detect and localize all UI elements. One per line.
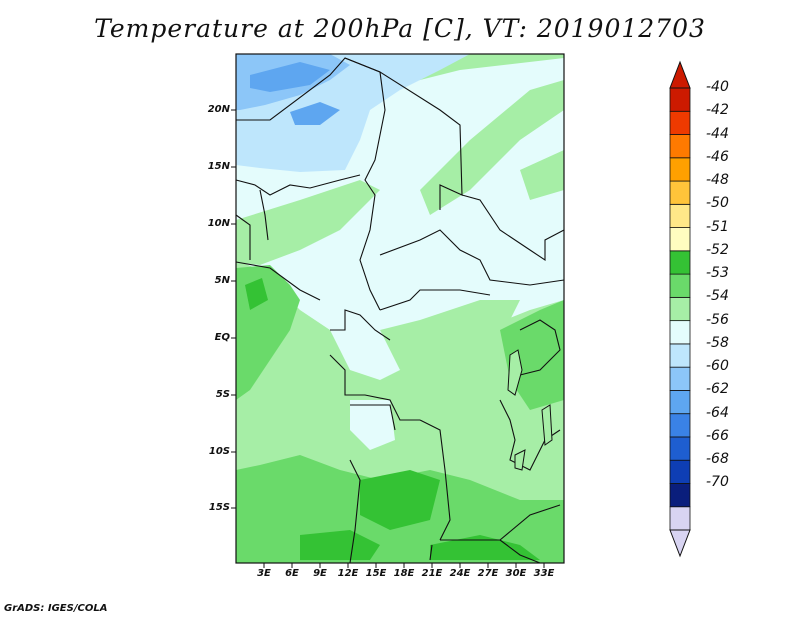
colorbar-label-5: -50 <box>706 195 729 212</box>
field-dark-green-4 <box>245 278 268 310</box>
colorbar-swatch-17 <box>669 483 691 508</box>
field-dark-green-1 <box>360 470 440 530</box>
country-borders <box>235 57 565 564</box>
colorbar-swatch-12 <box>669 366 691 391</box>
map-title: Temperature at 200hPa [C], VT: 201901270… <box>94 14 706 43</box>
colorbar-swatch-8 <box>669 273 691 298</box>
lon-label-24e: 24E <box>449 568 471 579</box>
lon-tick-marks <box>263 563 545 568</box>
colorbar-swatch-10 <box>669 320 691 345</box>
lon-label-33e: 33E <box>533 568 555 579</box>
colorbar-label-17: -70 <box>706 474 729 491</box>
colorbar-label-13: -62 <box>706 381 729 398</box>
colorbar-swatch-15 <box>669 436 691 461</box>
lon-label-18e: 18E <box>393 568 415 579</box>
lon-label-3e: 3E <box>257 568 271 579</box>
temperature-map <box>235 54 565 564</box>
colorbar-swatch-13 <box>669 390 691 415</box>
colorbar-swatch-6 <box>669 227 691 252</box>
colorbar-swatch-11 <box>669 343 691 368</box>
colorbar-swatch-9 <box>669 296 691 322</box>
colorbar-label-0: -40 <box>706 79 729 95</box>
lon-label-30e: 30E <box>505 568 527 579</box>
lon-label-27e: 27E <box>477 568 499 579</box>
lat-label-10n: 10N <box>207 218 230 229</box>
map-frame <box>235 53 565 564</box>
lat-label-15s: 15S <box>208 502 230 513</box>
colorbar-swatch-7 <box>669 250 691 275</box>
colorbar-label-2: -44 <box>706 125 729 142</box>
colorbar <box>669 60 691 558</box>
colorbar-label-4: -48 <box>706 172 729 189</box>
colorbar-label-16: -68 <box>706 451 729 468</box>
colorbar-label-10: -56 <box>706 311 729 328</box>
colorbar-top-triangle <box>669 60 691 89</box>
grads-credit: GrADS: IGES/COLA <box>4 603 108 614</box>
field-light-green-streak-3 <box>520 150 564 200</box>
lon-label-12e: 12E <box>337 568 359 579</box>
lon-label-9e: 9E <box>313 568 327 579</box>
colorbar-swatch-4 <box>669 180 691 205</box>
lon-label-6e: 6E <box>285 568 299 579</box>
colorbar-label-14: -64 <box>706 404 729 421</box>
colorbar-label-11: -58 <box>706 334 729 351</box>
lon-label-21e: 21E <box>421 568 443 579</box>
lat-label-15n: 15N <box>207 161 230 172</box>
lat-label-20n: 20N <box>207 104 230 115</box>
colorbar-bottom-triangle <box>669 529 691 558</box>
lat-label-10s: 10S <box>208 446 230 457</box>
field-very-light-cyan-2 <box>350 400 395 450</box>
colorbar-swatch-1 <box>669 110 691 135</box>
field-light-green-streak-4 <box>380 300 520 370</box>
colorbar-swatch-18 <box>669 506 691 531</box>
colorbar-swatch-3 <box>669 157 691 182</box>
colorbar-label-9: -54 <box>706 288 729 305</box>
field-dark-green-3 <box>430 535 540 560</box>
lat-tick-marks <box>231 109 236 509</box>
lat-label-5n: 5N <box>214 275 230 286</box>
colorbar-swatch-0 <box>669 87 691 112</box>
colorbar-swatch-5 <box>669 203 691 228</box>
colorbar-swatch-2 <box>669 134 691 159</box>
field-dark-green-2 <box>300 530 380 560</box>
colorbar-swatch-14 <box>669 413 691 438</box>
colorbar-label-3: -46 <box>706 148 729 165</box>
colorbar-label-12: -60 <box>706 358 729 375</box>
lakes <box>507 349 553 471</box>
colorbar-swatch-16 <box>669 459 691 484</box>
field-blue-patch-1 <box>250 62 330 92</box>
lat-label-5s: 5S <box>215 389 230 400</box>
colorbar-label-8: -53 <box>706 265 729 282</box>
field-light-green-streak-1 <box>236 180 380 265</box>
field-blue-patch-2 <box>290 102 340 125</box>
colorbar-label-1: -42 <box>706 102 729 119</box>
colorbar-label-15: -66 <box>706 427 729 444</box>
field-light-green-streak-2 <box>420 80 564 215</box>
colorbar-label-6: -51 <box>706 218 729 235</box>
colorbar-label-7: -52 <box>706 241 729 258</box>
lon-label-15e: 15E <box>365 568 387 579</box>
lat-label-eq: EQ <box>214 332 230 343</box>
